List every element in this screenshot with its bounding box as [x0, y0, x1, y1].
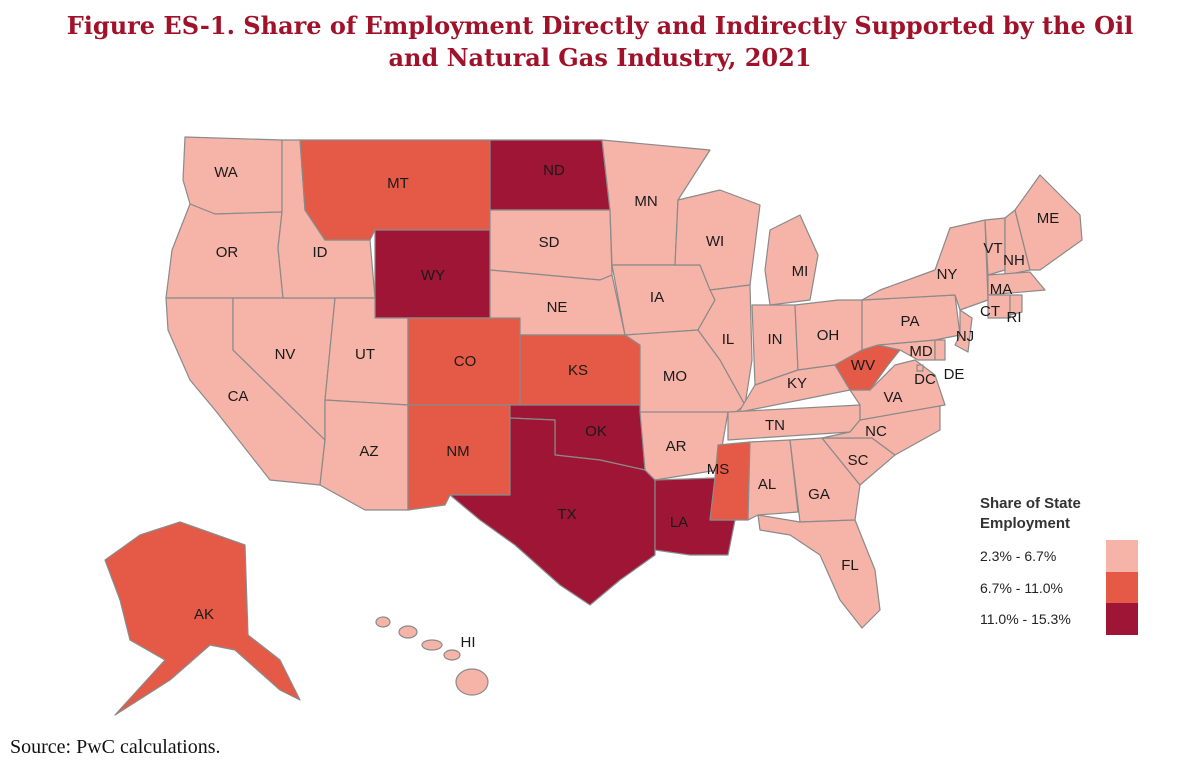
label-MT: MT: [387, 175, 409, 192]
label-NJ: NJ: [956, 328, 974, 345]
label-IA: IA: [650, 289, 664, 306]
legend-swatch-high: [1106, 603, 1138, 635]
state-AL: [747, 439, 799, 521]
label-AZ: AZ: [359, 443, 378, 460]
state-IL: [697, 284, 753, 406]
label-NY: NY: [937, 266, 958, 283]
state-MA: [987, 271, 1046, 296]
source-note: Source: PwC calculations.: [10, 736, 221, 758]
legend-title-line-2: Employment: [980, 515, 1071, 532]
label-RI: RI: [1007, 309, 1022, 326]
state-ME: [1014, 174, 1083, 271]
label-DE: DE: [944, 366, 965, 383]
legend-swatch-mid: [1106, 572, 1138, 604]
label-LA: LA: [670, 514, 688, 531]
label-AR: AR: [666, 438, 687, 455]
label-NH: NH: [1003, 252, 1025, 269]
state-NY: [861, 219, 989, 311]
title-line-1: Figure ES-1. Share of Employment Directl…: [66, 11, 1134, 40]
label-AL: AL: [758, 476, 776, 493]
label-KS: KS: [568, 362, 588, 379]
legend-label-high: 11.0% - 15.3%: [980, 611, 1071, 627]
states-layer: [104, 136, 1083, 716]
state-NJ: [954, 309, 973, 353]
label-GA: GA: [808, 486, 830, 503]
label-MS: MS: [707, 461, 730, 478]
state-TX: [449, 417, 656, 606]
label-UT: UT: [355, 346, 375, 363]
state-HI-island-3: [421, 639, 443, 651]
legend-label-mid: 6.7% - 11.0%: [980, 580, 1064, 596]
title-line-2: and Natural Gas Industry, 2021: [388, 43, 812, 72]
state-HI-island-4: [443, 649, 461, 661]
label-SC: SC: [848, 452, 869, 469]
legend-label-low: 2.3% - 6.7%: [980, 548, 1057, 564]
label-WI: WI: [706, 233, 724, 250]
state-DC: [916, 364, 924, 372]
state-CT: [987, 294, 1011, 319]
label-KY: KY: [787, 375, 807, 392]
legend-row-high: 11.0% - 15.3%: [980, 603, 1140, 637]
label-OK: OK: [585, 423, 607, 440]
legend-row-low: 2.3% - 6.7%: [980, 540, 1140, 574]
label-NV: NV: [275, 346, 296, 363]
label-VA: VA: [884, 389, 903, 406]
state-FL: [757, 514, 881, 629]
label-ID: ID: [313, 244, 328, 261]
label-NC: NC: [865, 423, 887, 440]
state-HI-island-2: [398, 625, 418, 639]
state-HI-island-1: [375, 616, 391, 628]
map-title: Figure ES-1. Share of Employment Directl…: [0, 10, 1200, 74]
label-MD: MD: [909, 343, 932, 360]
state-GA: [789, 437, 861, 523]
state-RI: [1009, 294, 1023, 316]
state-VA: [849, 359, 946, 421]
label-IL: IL: [722, 331, 735, 348]
state-DE: [934, 339, 946, 361]
hawaii-islands: [375, 616, 489, 696]
label-OR: OR: [216, 244, 239, 261]
label-VT: VT: [983, 240, 1002, 257]
label-WA: WA: [214, 164, 238, 181]
label-WV: WV: [851, 357, 875, 374]
label-TN: TN: [765, 417, 785, 434]
state-NC: [821, 404, 941, 456]
label-MI: MI: [792, 263, 809, 280]
state-AR: [639, 411, 729, 481]
label-PA: PA: [901, 313, 920, 330]
label-MA: MA: [990, 281, 1013, 298]
label-CT: CT: [980, 303, 1000, 320]
label-CA: CA: [228, 388, 249, 405]
state-MI: [764, 214, 819, 306]
label-OH: OH: [817, 327, 840, 344]
state-labels: WA OR CA NV ID MT WY UT AZ CO NM ND SD N…: [194, 162, 1059, 651]
label-NE: NE: [547, 299, 568, 316]
label-ME: ME: [1037, 210, 1060, 227]
state-AK: [104, 521, 301, 716]
label-CO: CO: [454, 353, 477, 370]
label-IN: IN: [768, 331, 783, 348]
label-NM: NM: [446, 443, 469, 460]
label-MO: MO: [663, 368, 687, 385]
state-HI-island-5: [455, 668, 489, 696]
label-TX: TX: [557, 506, 576, 523]
label-DC: DC: [914, 371, 936, 388]
label-ND: ND: [543, 162, 565, 179]
label-AK: AK: [194, 606, 214, 623]
legend-swatch-low: [1106, 540, 1138, 572]
label-SD: SD: [539, 234, 560, 251]
legend-title-line-1: Share of State: [980, 495, 1081, 512]
label-HI: HI: [461, 634, 476, 651]
label-MN: MN: [634, 193, 657, 210]
label-WY: WY: [421, 267, 445, 284]
legend-title: Share of State Employment: [980, 494, 1081, 534]
legend-row-mid: 6.7% - 11.0%: [980, 572, 1140, 606]
label-FL: FL: [841, 557, 859, 574]
